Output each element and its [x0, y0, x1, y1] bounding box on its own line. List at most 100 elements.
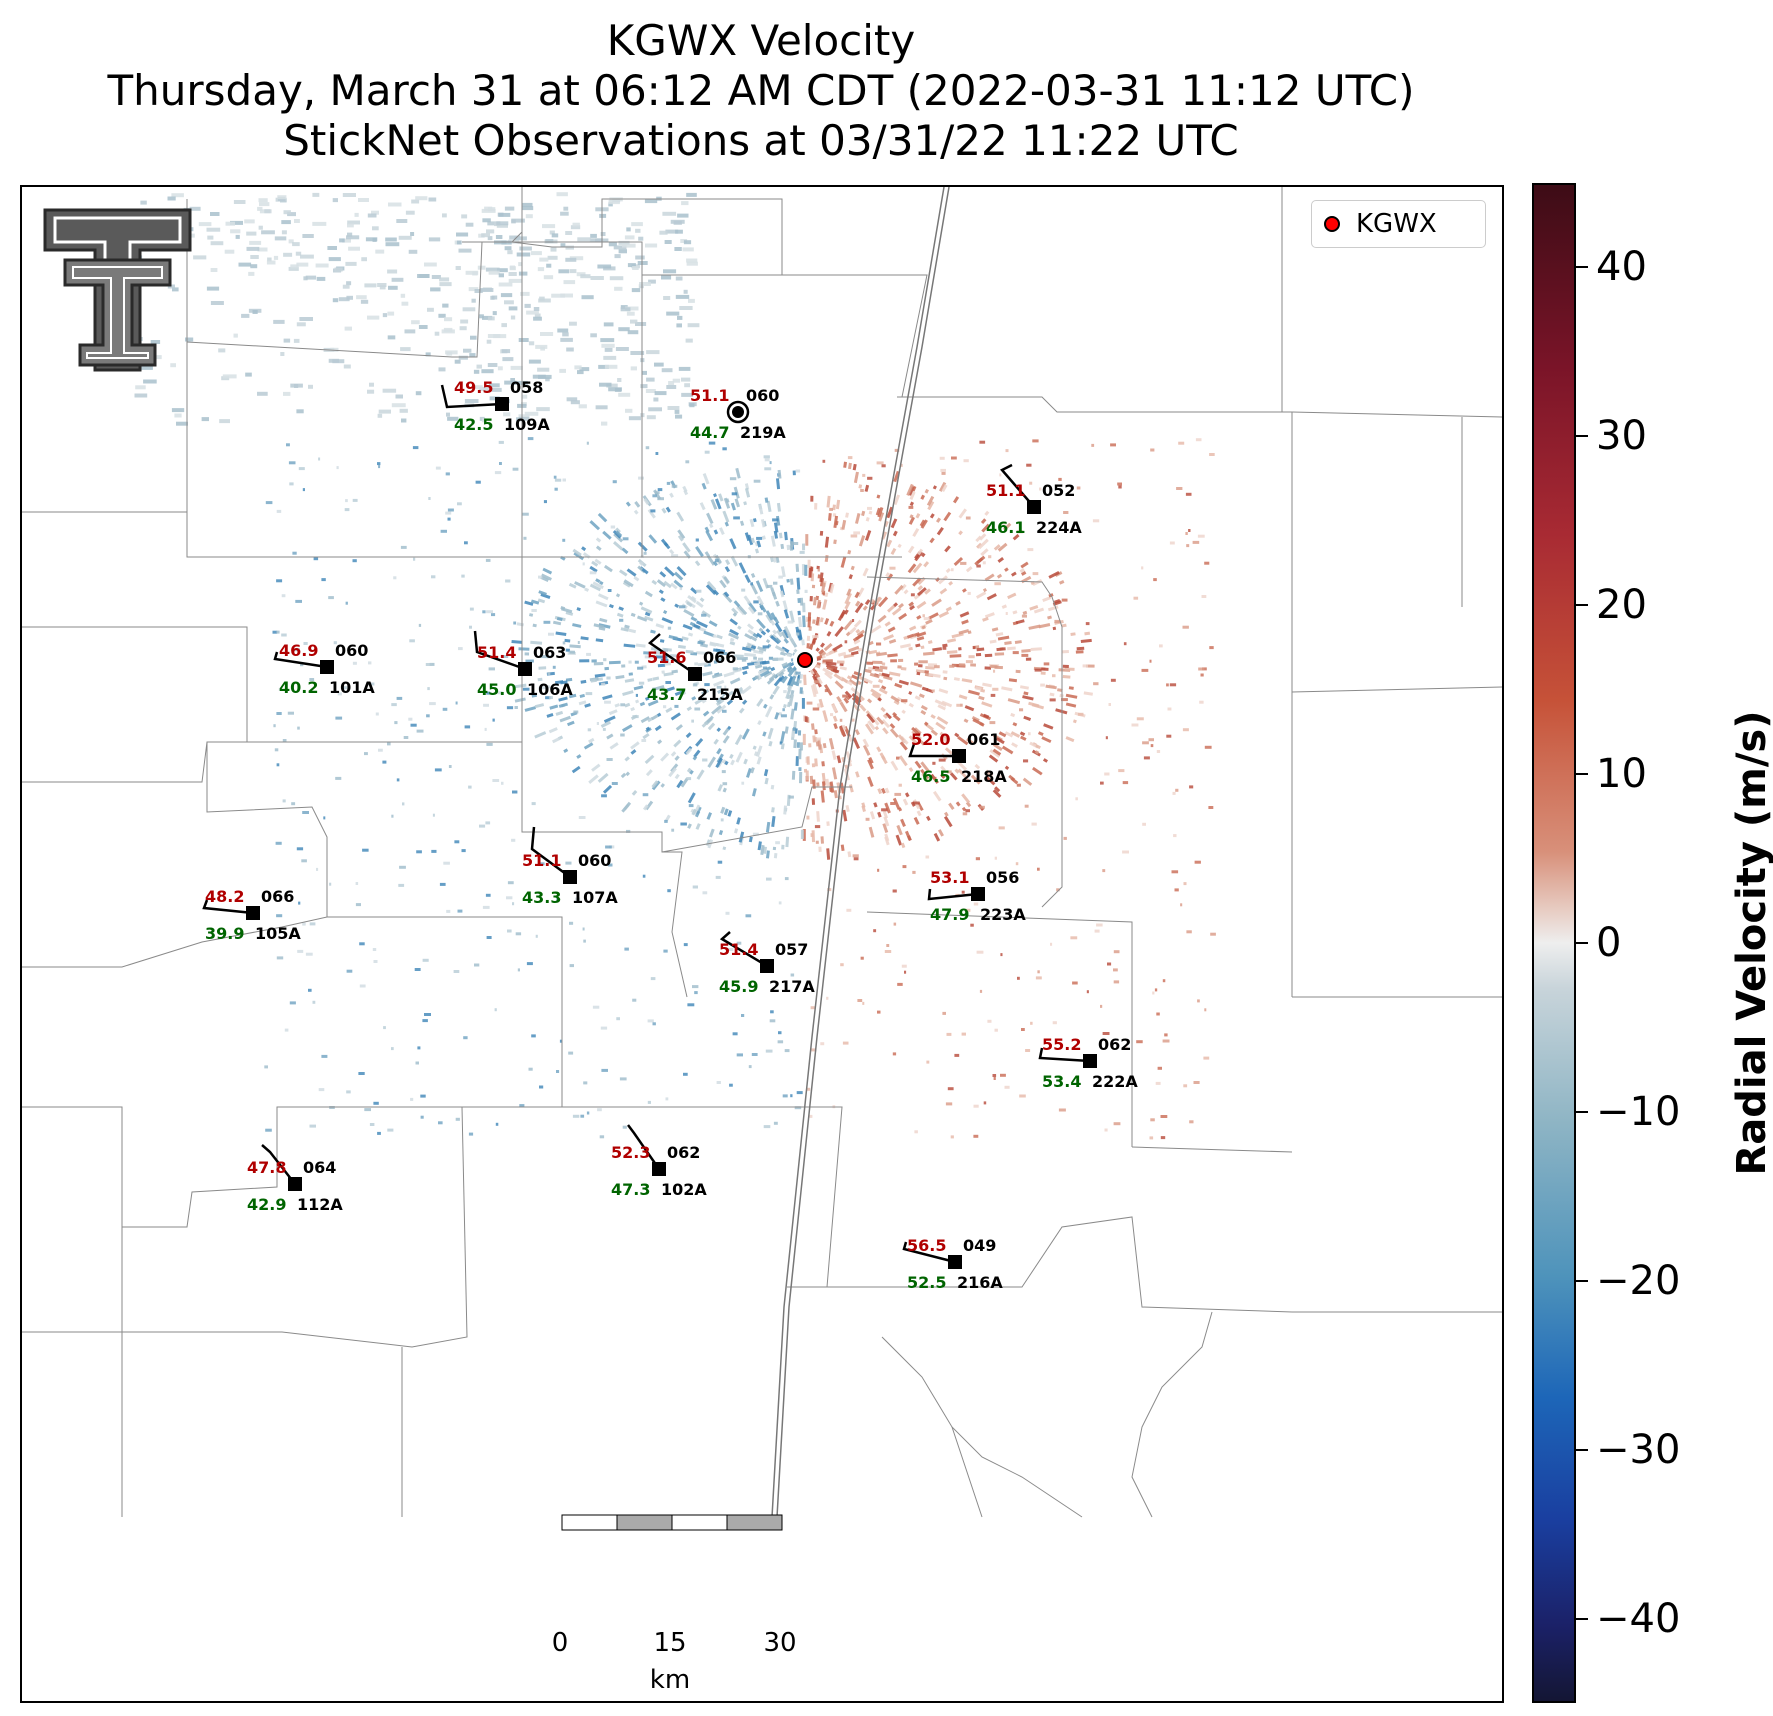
velocity-gate [673, 739, 682, 748]
station-marker [948, 1255, 962, 1269]
velocity-gate [476, 364, 482, 369]
velocity-gate [743, 595, 752, 605]
station-marker [320, 660, 334, 674]
velocity-gate [845, 631, 851, 637]
velocity-gate [736, 1053, 743, 1057]
velocity-gate [858, 484, 863, 489]
velocity-gate [816, 599, 821, 609]
velocity-gate [1118, 485, 1122, 489]
velocity-gate [382, 313, 388, 318]
velocity-gate [938, 575, 948, 585]
velocity-gate [853, 671, 862, 677]
velocity-gate [543, 275, 554, 280]
velocity-gate [518, 414, 530, 419]
velocity-gate [909, 625, 917, 631]
velocity-gate [1075, 797, 1078, 801]
velocity-gate [899, 643, 911, 649]
velocity-gate [845, 512, 849, 518]
velocity-gate [814, 758, 818, 767]
velocity-gate [579, 367, 590, 372]
velocity-gate [626, 829, 631, 833]
velocity-gate [713, 738, 719, 745]
velocity-gate [812, 707, 820, 711]
velocity-gate [539, 257, 549, 262]
velocity-gate [504, 206, 515, 211]
velocity-gate [586, 441, 589, 445]
velocity-gate [642, 370, 647, 375]
velocity-gate [677, 534, 684, 542]
velocity-gate [706, 554, 716, 566]
velocity-gate [732, 668, 741, 674]
velocity-gate [1010, 731, 1021, 738]
radar-map[interactable]: 49.5 058 42.5 109A 51.1 060 44.7 219A 51.1 052 46.… [20, 185, 1504, 1703]
velocity-gate [729, 637, 735, 642]
velocity-gate [420, 1094, 426, 1098]
velocity-gate [943, 815, 953, 828]
velocity-gate [560, 243, 566, 248]
velocity-gate [623, 643, 636, 648]
velocity-gate [602, 530, 612, 540]
velocity-gate [556, 898, 559, 901]
velocity-gate [1072, 981, 1078, 985]
velocity-gate [487, 221, 501, 226]
wind-barb [902, 1241, 956, 1264]
velocity-gate [787, 675, 794, 686]
velocity-gate [569, 964, 574, 968]
velocity-gate [592, 1005, 600, 1009]
velocity-gate [979, 533, 987, 541]
velocity-gate [949, 654, 962, 658]
velocity-gate [647, 677, 653, 682]
velocity-gate [403, 736, 409, 739]
velocity-gate [1108, 703, 1111, 706]
velocity-gate [1083, 691, 1093, 696]
velocity-gate [598, 626, 606, 631]
velocity-gate [1082, 664, 1088, 668]
velocity-gate [378, 748, 383, 752]
velocity-gate [765, 1049, 773, 1053]
velocity-gate [936, 716, 949, 725]
station-dewpoint: 47.9 [930, 905, 969, 924]
velocity-gate [550, 247, 557, 252]
velocity-gate [799, 597, 804, 606]
velocity-gate [954, 1053, 960, 1057]
velocity-gate [976, 564, 981, 568]
velocity-gate [762, 645, 770, 649]
velocity-gate [643, 551, 647, 555]
velocity-gate [618, 327, 630, 332]
velocity-gate [250, 255, 259, 259]
velocity-gate [369, 382, 374, 387]
velocity-gate [1131, 723, 1139, 727]
velocity-gate [1012, 722, 1018, 727]
wind-barb [530, 826, 571, 879]
velocity-gate [1031, 822, 1037, 826]
velocity-gate [603, 715, 616, 724]
velocity-gate [559, 368, 566, 373]
velocity-gate [469, 607, 474, 611]
velocity-gate [975, 535, 982, 543]
velocity-gate [1007, 646, 1016, 651]
scale-label-0: 0 [551, 1628, 569, 1658]
velocity-gate [528, 341, 535, 346]
station-dewpoint: 45.9 [719, 977, 758, 996]
velocity-gate [777, 1040, 784, 1044]
velocity-gate [946, 1032, 952, 1036]
velocity-gate [601, 1068, 608, 1072]
velocity-gate [781, 675, 788, 684]
velocity-gate [782, 662, 793, 670]
velocity-gate [1001, 604, 1007, 609]
velocity-gate [528, 1067, 533, 1071]
velocity-gate [851, 674, 859, 680]
velocity-gate [1000, 1073, 1006, 1077]
velocity-gate [772, 556, 777, 563]
velocity-gate [942, 643, 948, 648]
velocity-gate [787, 633, 796, 645]
county-border [22, 626, 248, 742]
velocity-gate [1019, 708, 1024, 712]
velocity-gate [741, 658, 747, 662]
velocity-gate [836, 696, 842, 703]
velocity-gate [922, 614, 925, 618]
velocity-gate [826, 848, 831, 860]
velocity-gate [914, 695, 921, 701]
velocity-gate [756, 756, 762, 765]
